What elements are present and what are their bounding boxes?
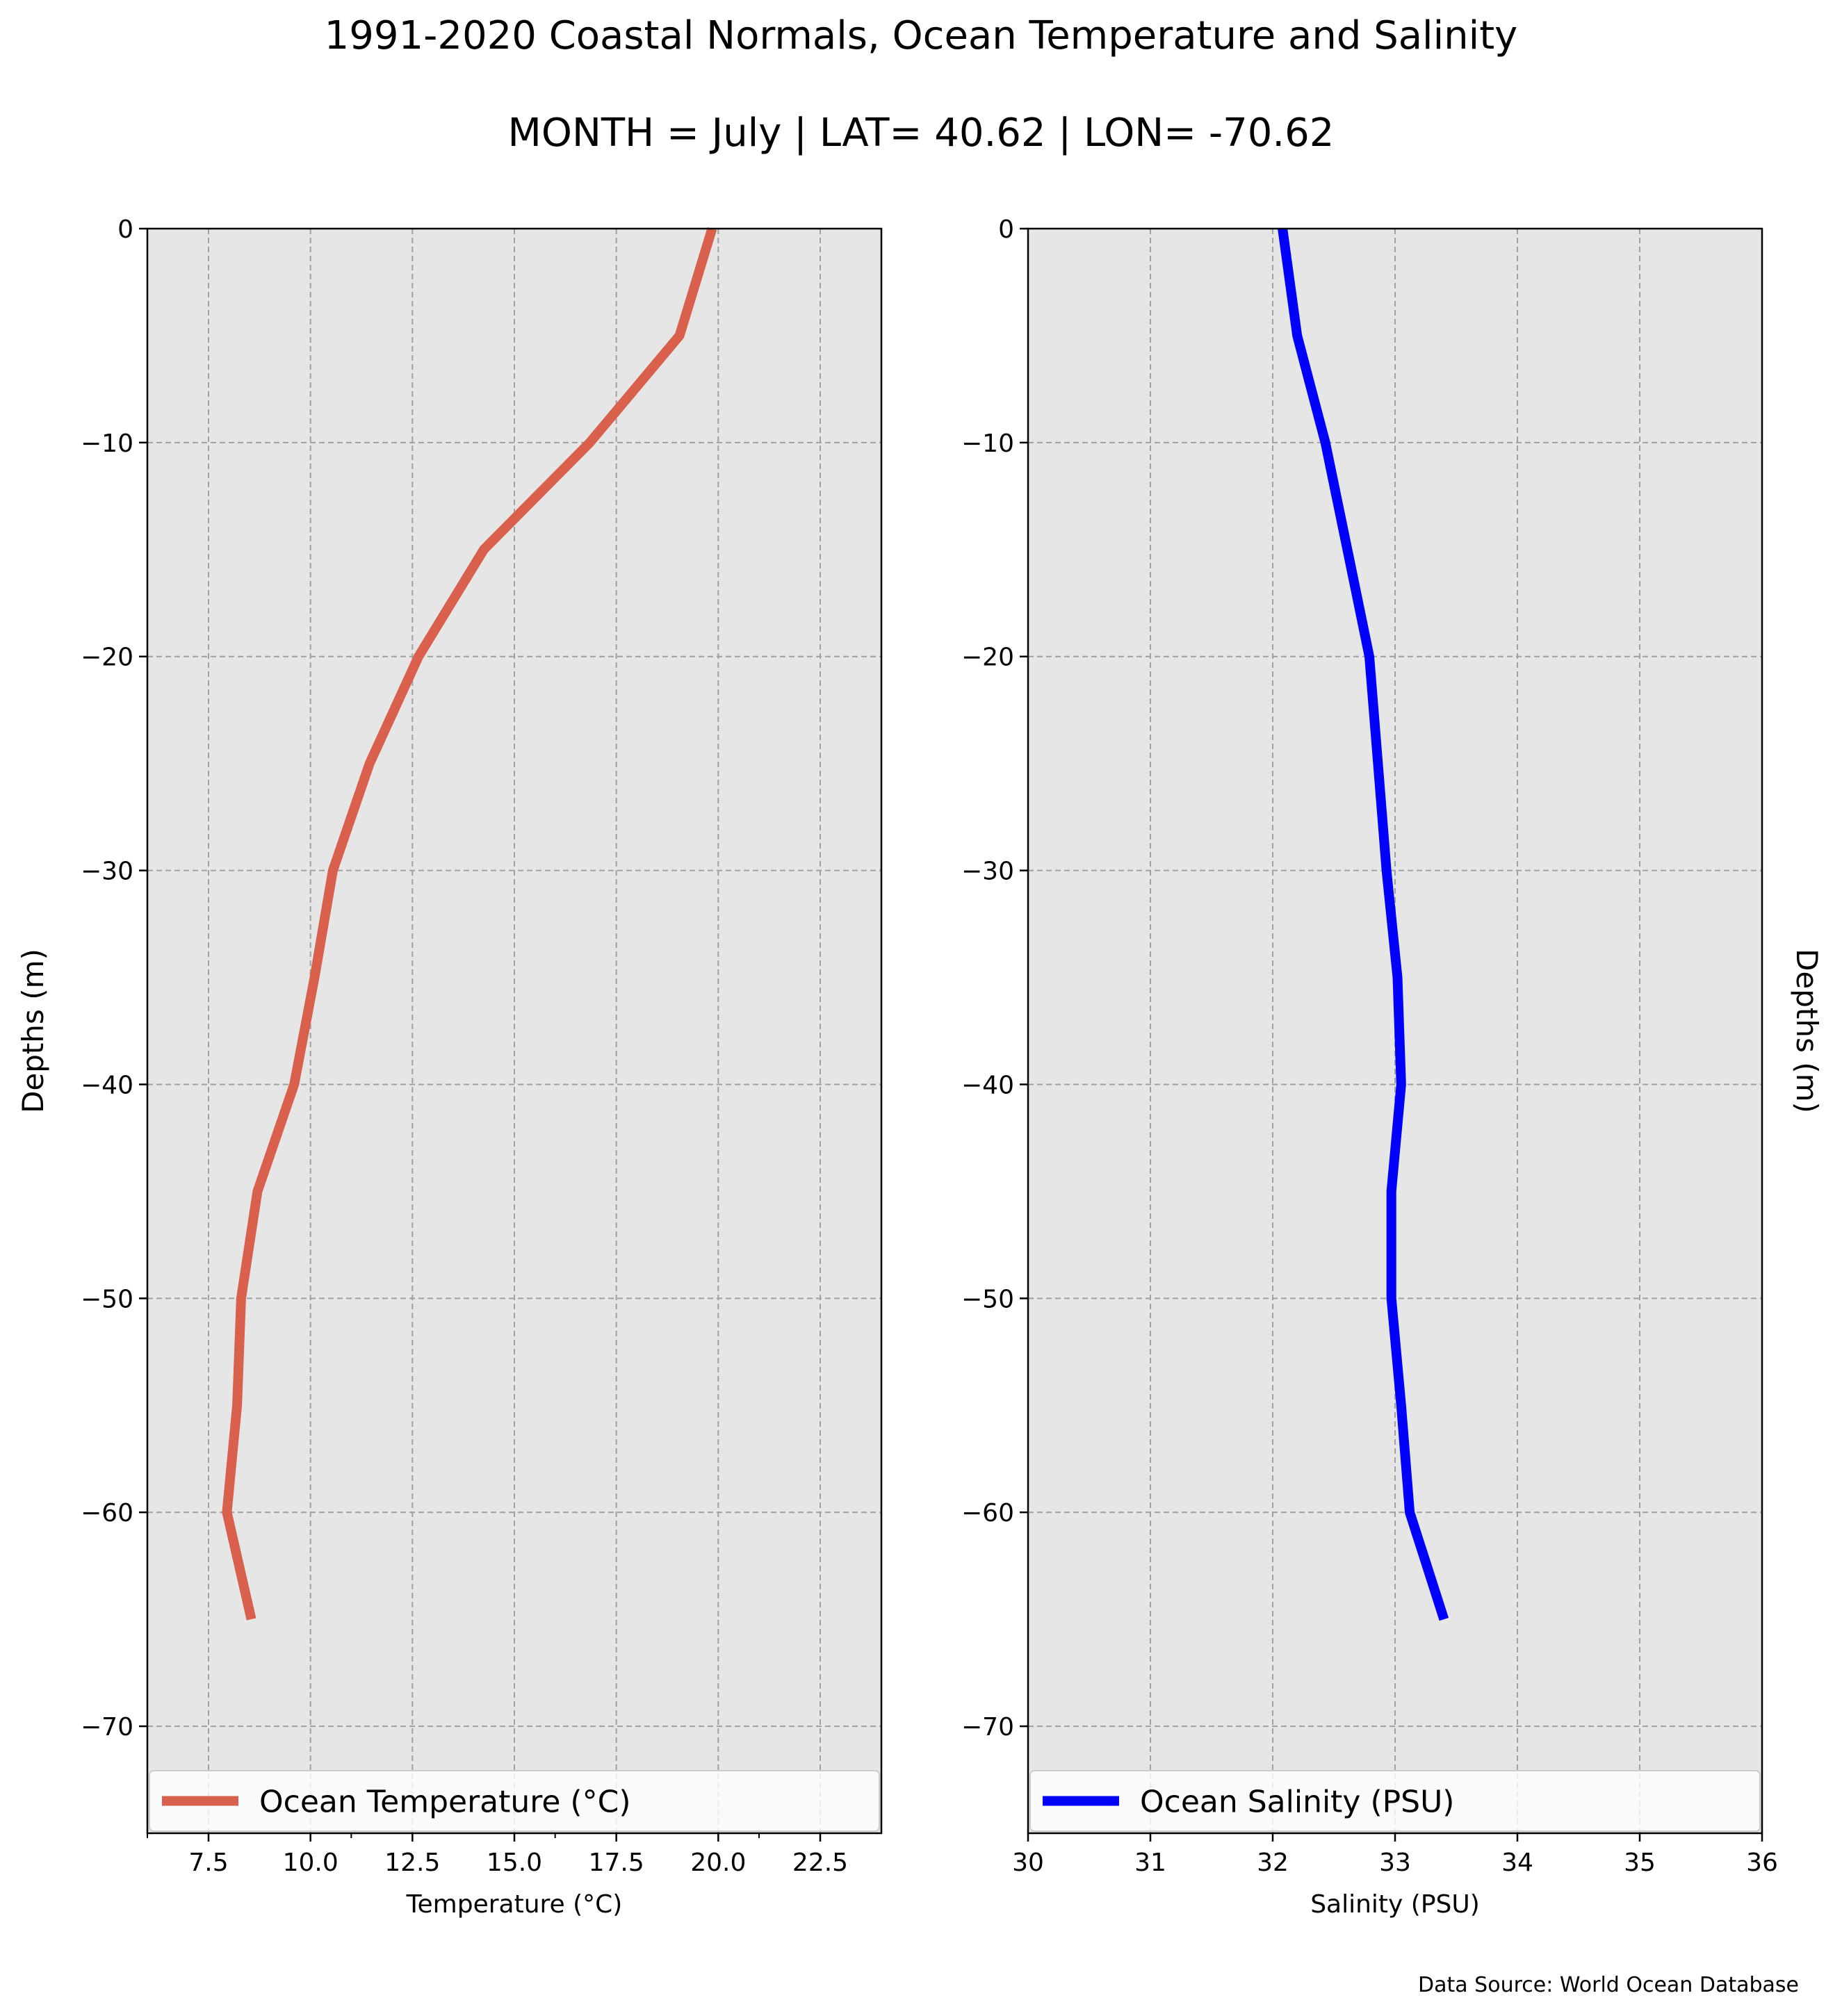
temperature-legend-label: Ocean Temperature (°C) (259, 1785, 631, 1820)
temperature-x-tick-label: 17.5 (589, 1849, 644, 1877)
salinity-y-tick-label: −60 (961, 1499, 1014, 1527)
temperature-panel: Ocean Temperature (°C) 0 −10 −20 −30 −40 −50 −6… (16, 215, 883, 1919)
salinity-x-tick-label: 30 (1012, 1849, 1044, 1877)
chart-title: 1991-2020 Coastal Normals, Ocean Tempera… (325, 13, 1518, 58)
salinity-x-tick-label: 35 (1624, 1849, 1656, 1877)
temperature-x-axis-label: Temperature (°C) (406, 1890, 623, 1919)
salinity-y-axis-label: Depths (m) (1790, 949, 1824, 1113)
source-note: Data Source: World Ocean Database (1418, 1973, 1799, 1997)
salinity-x-tick-label: 34 (1501, 1849, 1533, 1877)
temperature-x-tick-label: 10.0 (283, 1849, 339, 1877)
salinity-y-tick-label: −20 (961, 644, 1014, 672)
salinity-legend-label: Ocean Salinity (PSU) (1140, 1785, 1454, 1820)
temperature-x-tick-label: 7.5 (188, 1849, 228, 1877)
temperature-y-tick-label: −10 (81, 429, 133, 458)
temperature-x-tick-label: 20.0 (690, 1849, 746, 1877)
temperature-plot-background (147, 229, 881, 1833)
temperature-legend (149, 1770, 880, 1832)
salinity-y-tick-label: −10 (961, 429, 1014, 458)
salinity-x-axis-label: Salinity (PSU) (1310, 1890, 1480, 1919)
salinity-x-tick-label: 36 (1746, 1849, 1778, 1877)
temperature-y-tick-label: −40 (81, 1071, 133, 1099)
temperature-x-tick-label: 12.5 (384, 1849, 440, 1877)
temperature-y-tick-label: −70 (81, 1713, 133, 1742)
salinity-y-tick-label: −50 (961, 1285, 1014, 1313)
salinity-series-line (1278, 228, 1449, 1621)
salinity-y-tick-label: −70 (961, 1713, 1014, 1742)
salinity-x-tick-label: 33 (1379, 1849, 1411, 1877)
temperature-x-tick-label: 22.5 (792, 1849, 848, 1877)
salinity-y-tick-label: −40 (961, 1071, 1014, 1099)
temperature-y-tick-label: −30 (81, 858, 133, 886)
temperature-y-tick-label: −50 (81, 1285, 133, 1313)
chart-subtitle: MONTH = July | LAT= 40.62 | LON= -70.62 (508, 110, 1335, 156)
salinity-y-tick-label: 0 (998, 215, 1014, 244)
salinity-x-tick-label: 32 (1257, 1849, 1289, 1877)
temperature-y-axis-label: Depths (m) (16, 949, 50, 1113)
temperature-x-tick-label: 15.0 (487, 1849, 542, 1877)
salinity-legend (1029, 1770, 1761, 1832)
salinity-panel: Ocean Salinity (PSU) 0 −10 −20 −30 −40 −50 −60 −… (961, 215, 1824, 1919)
temperature-y-tick-label: −60 (81, 1499, 133, 1527)
salinity-x-tick-label: 31 (1134, 1849, 1166, 1877)
temperature-series-line (222, 227, 717, 1621)
temperature-y-tick-label: 0 (117, 215, 133, 244)
temperature-y-tick-label: −20 (81, 644, 133, 672)
salinity-y-tick-label: −30 (961, 858, 1014, 886)
